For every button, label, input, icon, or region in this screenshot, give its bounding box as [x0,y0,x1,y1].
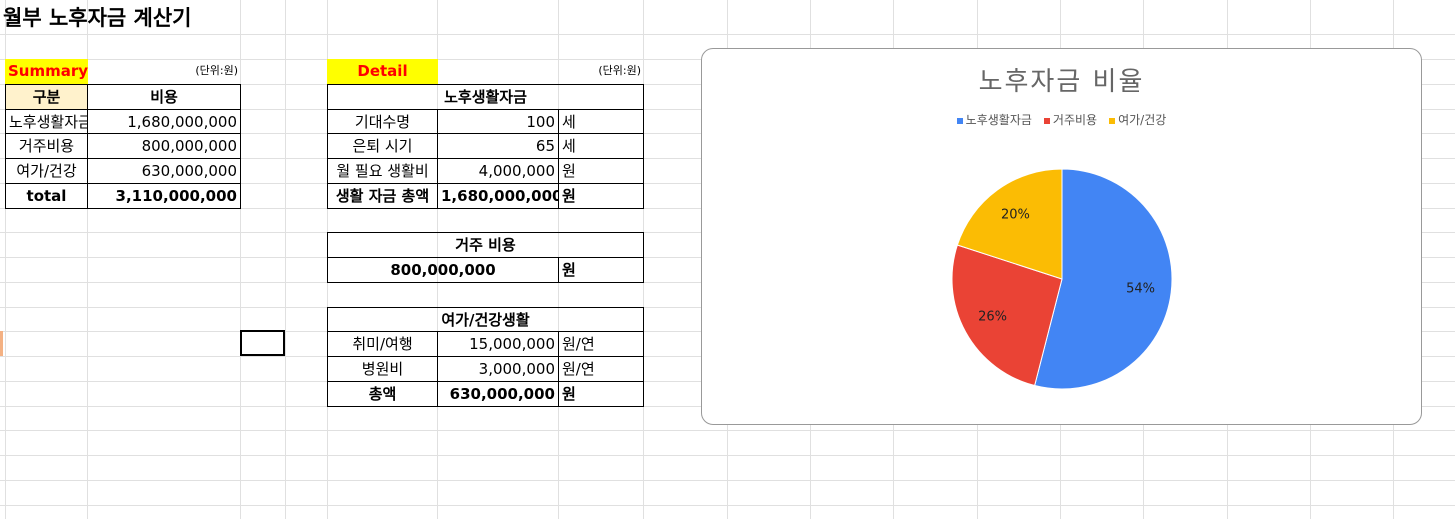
amount: 65 [437,133,559,159]
row-label: 노후생활자금 [5,109,88,134]
legend-item: 거주비용 [1043,111,1098,128]
amount: 630,000,000 [437,381,559,407]
row-label: 총액 [327,381,438,407]
legend-swatch [1043,117,1050,124]
data-label: 54% [1126,281,1155,296]
row-label: 생활 자금 총액 [327,183,438,209]
legend-label: 노후생활자금 [965,113,1032,127]
amount: 1,680,000,000 [437,183,559,209]
amount: 3,000,000 [437,356,559,382]
pie-slice [951,244,1063,387]
unit: 원 [558,158,644,184]
data-label: 20% [1001,207,1030,222]
row-label: 월 필요 생활비 [327,158,438,184]
section-title: 노후생활자금 [327,84,644,110]
row-label: 거주비용 [5,133,88,159]
unit: 원 [558,381,644,407]
legend-swatch [1109,117,1116,124]
chart-title: 노후자금 비율 [978,67,1145,97]
section-title: 여가/건강생활 [327,307,644,332]
pie-slice [956,168,1063,280]
legend-item: 여가/건강 [1109,111,1166,128]
row-label: 병원비 [327,356,438,382]
grid-col [5,0,6,519]
pie-slice [1034,168,1173,390]
sheet-title: 월부 노후자금 계산기 [3,6,192,30]
row-label: 기대수명 [327,109,438,134]
chart: 노후자금 비율 노후생활자금 거주비용 여가/건강 54% 26% 20% [701,48,1422,425]
header-cell: 구분 [5,84,88,110]
unit: 세 [558,133,644,159]
grid-col [87,0,88,519]
amount: 15,000,000 [437,331,559,357]
amount: 4,000,000 [437,158,559,184]
data-label: 26% [978,310,1007,325]
amount: 100 [437,109,559,134]
unit: 원 [558,183,644,209]
pie-plot: 54% 26% 20% [951,168,1173,390]
amount: 630,000,000 [87,158,241,184]
header-cell: 비용 [87,84,241,110]
summary-label: Summary [5,59,88,85]
grid-col [285,0,286,519]
legend-swatch [956,117,963,124]
legend-item: 노후생활자금 [956,111,1032,128]
row-label: 여가/건강 [5,158,88,184]
amount: 3,110,000,000 [87,183,241,209]
legend: 노후생활자금 거주비용 여가/건강 [702,111,1421,128]
row-label: 취미/여행 [327,331,438,357]
amount: 800,000,000 [327,257,559,283]
row-label: total [5,183,88,209]
amount: 800,000,000 [87,133,241,159]
unit: 원/연 [558,331,644,357]
unit: 원/연 [558,356,644,382]
row-marker [0,331,3,356]
row-label: 은퇴 시기 [327,133,438,159]
unit-note: (단위:원) [598,64,641,77]
detail-label: Detail [327,59,438,85]
grid-col [437,0,438,519]
unit-note: (단위:원) [195,64,238,77]
amount: 1,680,000,000 [87,109,241,134]
selected-cell[interactable] [240,330,285,356]
legend-label: 거주비용 [1052,113,1098,127]
unit: 원 [558,257,644,283]
section-title: 거주 비용 [327,232,644,258]
legend-label: 여가/건강 [1118,113,1167,127]
grid-col [240,0,241,519]
unit: 세 [558,109,644,134]
